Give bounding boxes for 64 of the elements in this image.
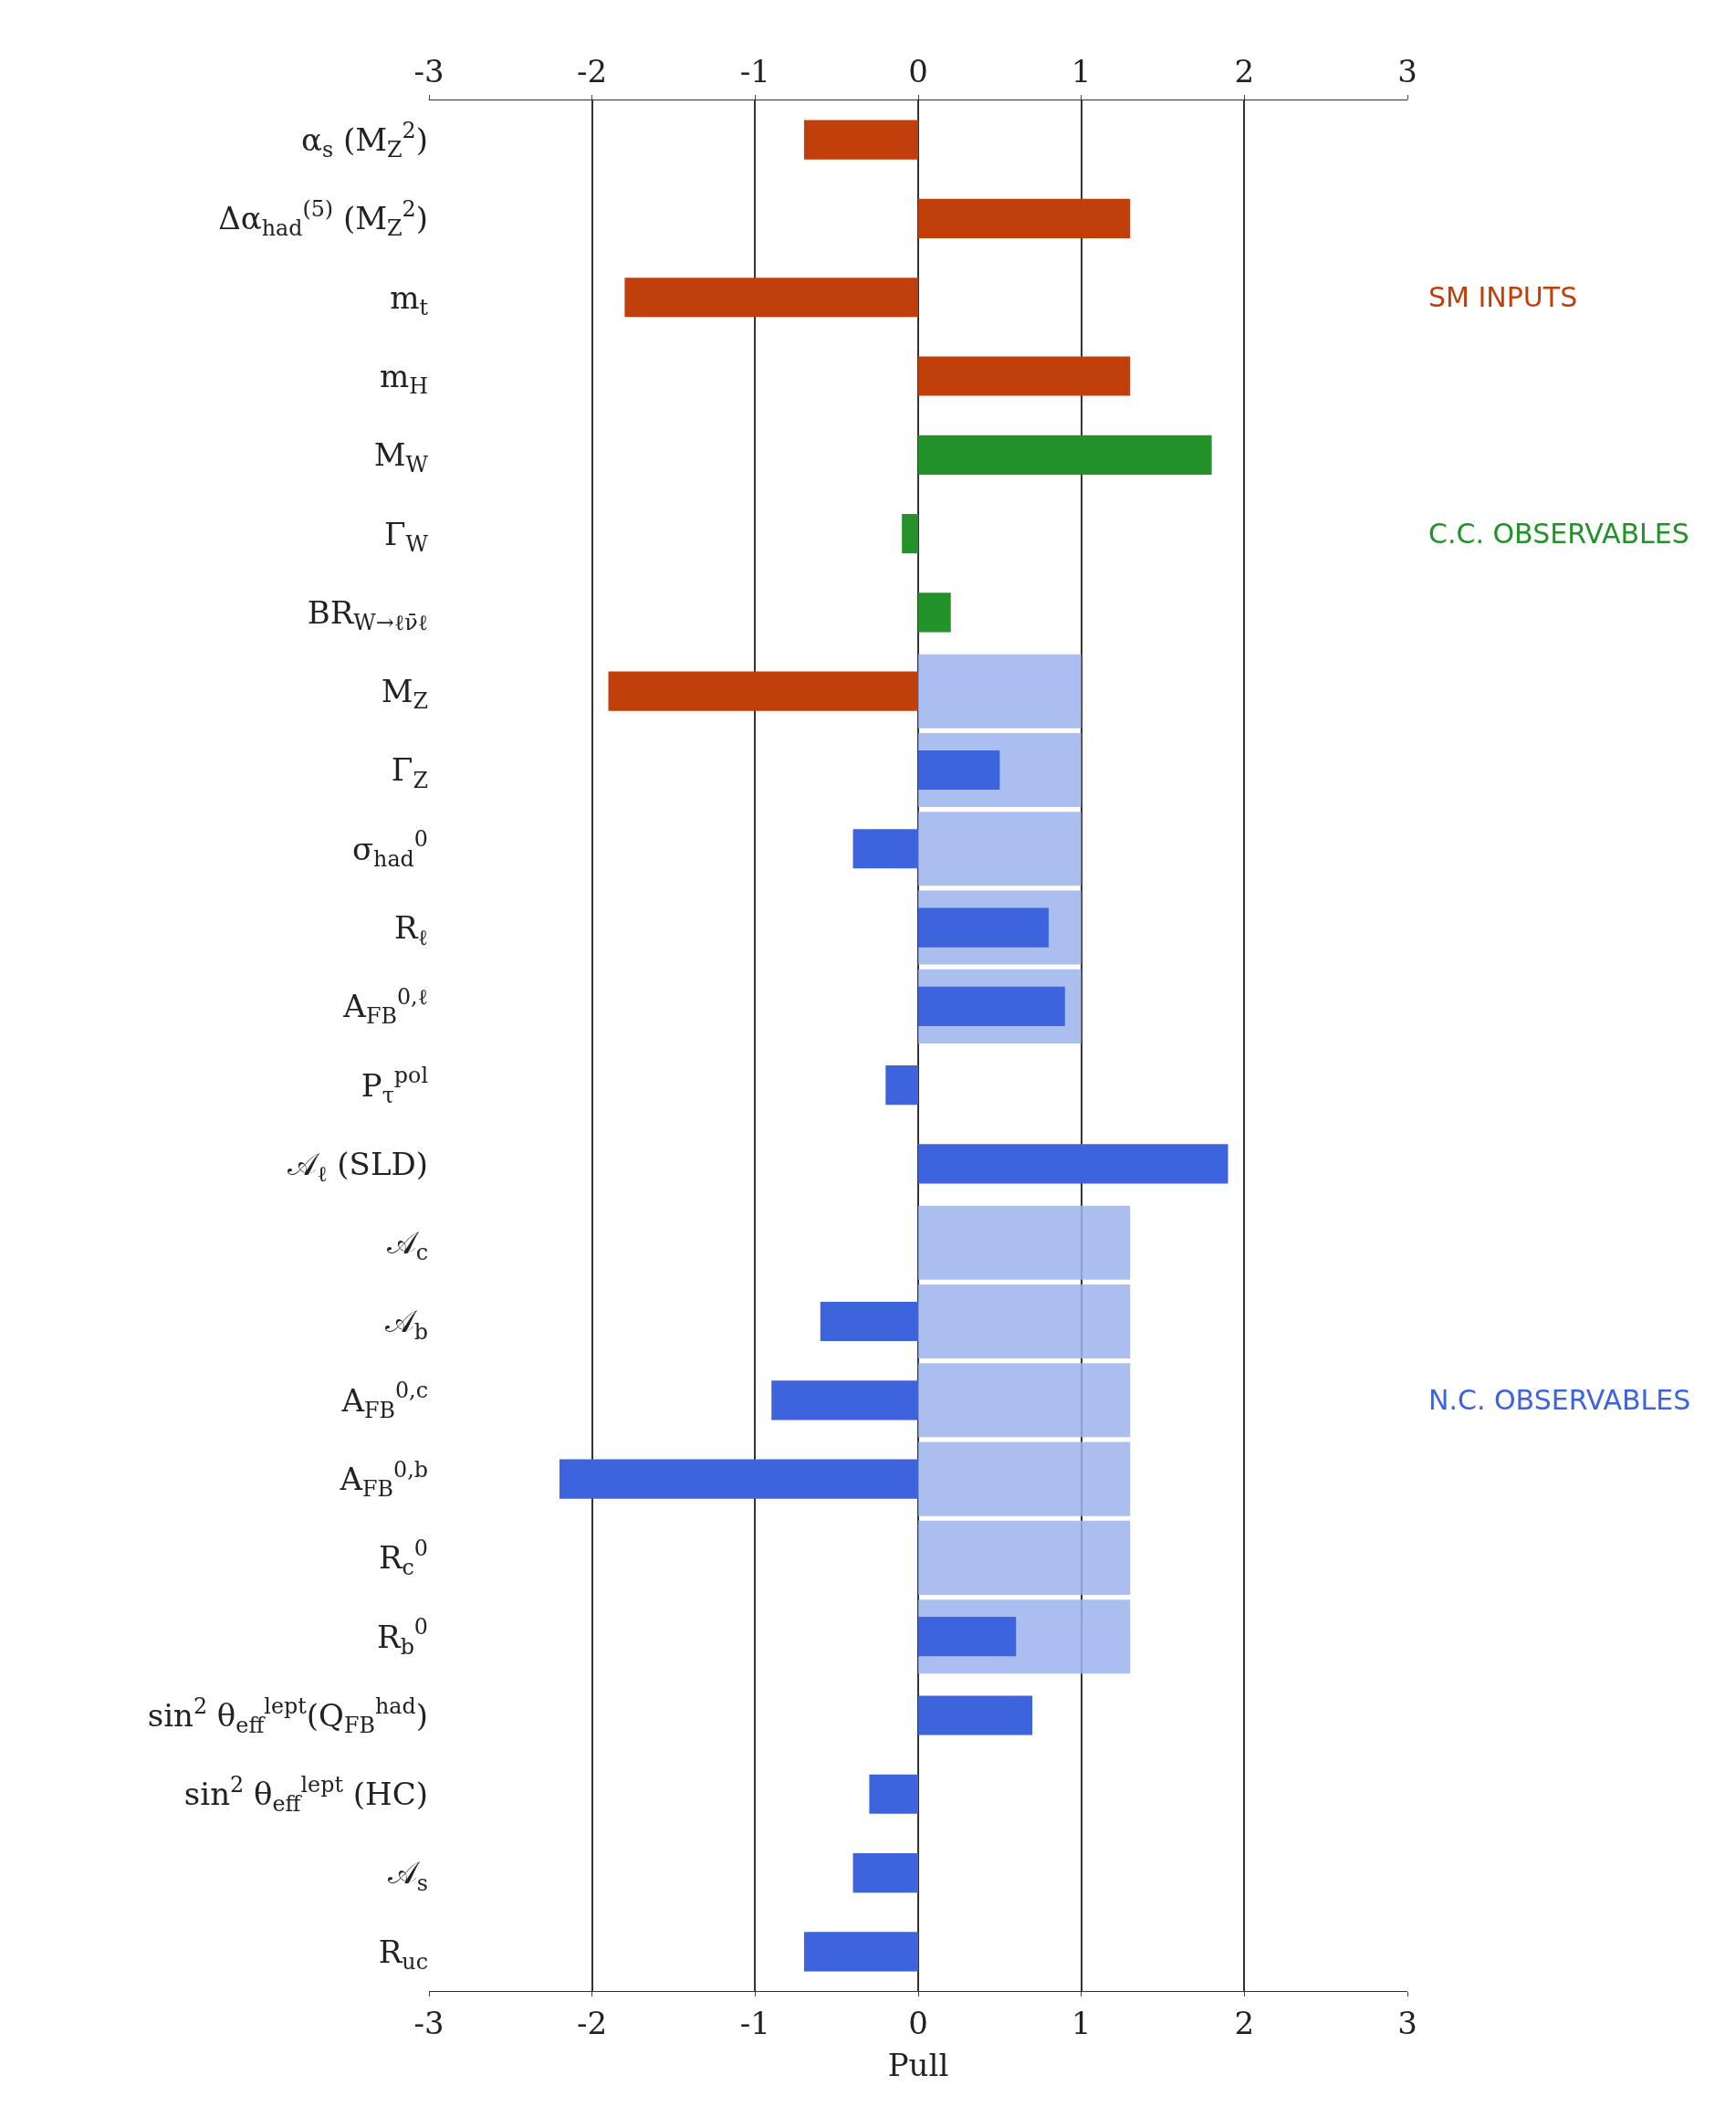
x2-tick-label: -2: [577, 2004, 608, 2041]
category-label: sin$^{2}$ θ$_{eff}$$^{lept}$(Q$_{FB}$$^{had}$): [147, 1693, 428, 1739]
x2-tick-label: 2: [1234, 2004, 1255, 2041]
x-tick-label: 3: [1397, 53, 1417, 90]
bar: [608, 671, 918, 711]
y-tick-label: R$_{ℓ}$: [393, 908, 428, 951]
bar: [918, 1363, 1131, 1438]
y-tick-label: Δα$_{had}$$^{(5)}$ (M$_{Z}$$^{2}$): [218, 196, 428, 242]
bar: [771, 1380, 918, 1420]
y-tick-label: 𝒜$_{s}$: [387, 1854, 428, 1896]
bar: [918, 1520, 1131, 1595]
bar: [918, 812, 1082, 886]
bar: [852, 1852, 918, 1893]
bar: [918, 1205, 1131, 1280]
bar: [852, 829, 918, 869]
bar: [918, 1617, 1017, 1657]
bar: [918, 356, 1131, 396]
bar: [918, 435, 1212, 475]
bar: [885, 1065, 918, 1106]
x-tick-label: -1: [739, 53, 770, 90]
bar: [918, 750, 1000, 791]
x-axis-title: Pull: [887, 2047, 949, 2084]
bar: [918, 654, 1082, 729]
x2-tick-label: -3: [413, 2004, 444, 2041]
x-tick-label: 2: [1234, 53, 1255, 90]
bar: [918, 1144, 1229, 1184]
y-tick-label: sin$^{2}$ θ$_{eff}$$^{lept}$ (HC): [183, 1771, 428, 1818]
y-tick-label: 𝒜$_{b}$: [384, 1303, 428, 1345]
bar: [918, 198, 1131, 239]
bar: [869, 1774, 918, 1814]
bar: [918, 1695, 1033, 1735]
x-tick-label: -3: [413, 53, 444, 90]
y-tick-label: Γ$_{Z}$: [391, 751, 428, 793]
y-tick-label: R$_{uc}$: [378, 1933, 428, 1975]
bar: [803, 120, 918, 160]
y-tick-label: M$_{Z}$: [381, 673, 428, 715]
y-tick-label: 𝒜$_{ℓ}$ (SLD): [288, 1145, 428, 1187]
bar: [918, 1284, 1131, 1359]
x2-tick-label: -1: [739, 2004, 770, 2041]
x2-tick-label: 3: [1397, 2004, 1417, 2041]
bar: [918, 986, 1065, 1026]
y-tick-label: α$_{s}$ (M$_{Z}$$^{2}$): [300, 117, 428, 163]
y-tick-label: m$_{H}$: [379, 357, 428, 400]
x2-tick-label: 0: [908, 2004, 928, 2041]
bar: [918, 907, 1049, 948]
x-tick-label: 0: [908, 53, 928, 90]
y-tick-label: BR$_{W→ℓν̄ℓ}$: [307, 593, 428, 635]
bar: [918, 592, 951, 633]
y-tick-label: m$_{t}$: [390, 278, 429, 320]
bar: [559, 1459, 918, 1499]
text: C.C. OBSERVABLES: [1428, 518, 1689, 550]
y-tick-label: Γ$_{W}$: [383, 515, 429, 557]
bar: [820, 1301, 918, 1342]
x2-tick-label: 1: [1071, 2004, 1092, 2041]
bar: [624, 278, 918, 318]
bar: [918, 1441, 1131, 1516]
text: N.C. OBSERVABLES: [1428, 1384, 1691, 1416]
bar: [803, 1932, 918, 1972]
y-tick-label: M$_{W}$: [373, 436, 429, 478]
y-tick-label: 𝒜$_{c}$: [386, 1224, 428, 1266]
bar: [902, 514, 918, 554]
x-tick-label: -2: [577, 53, 608, 90]
text: SM INPUTS: [1428, 281, 1578, 313]
x-tick-label: 1: [1071, 53, 1092, 90]
